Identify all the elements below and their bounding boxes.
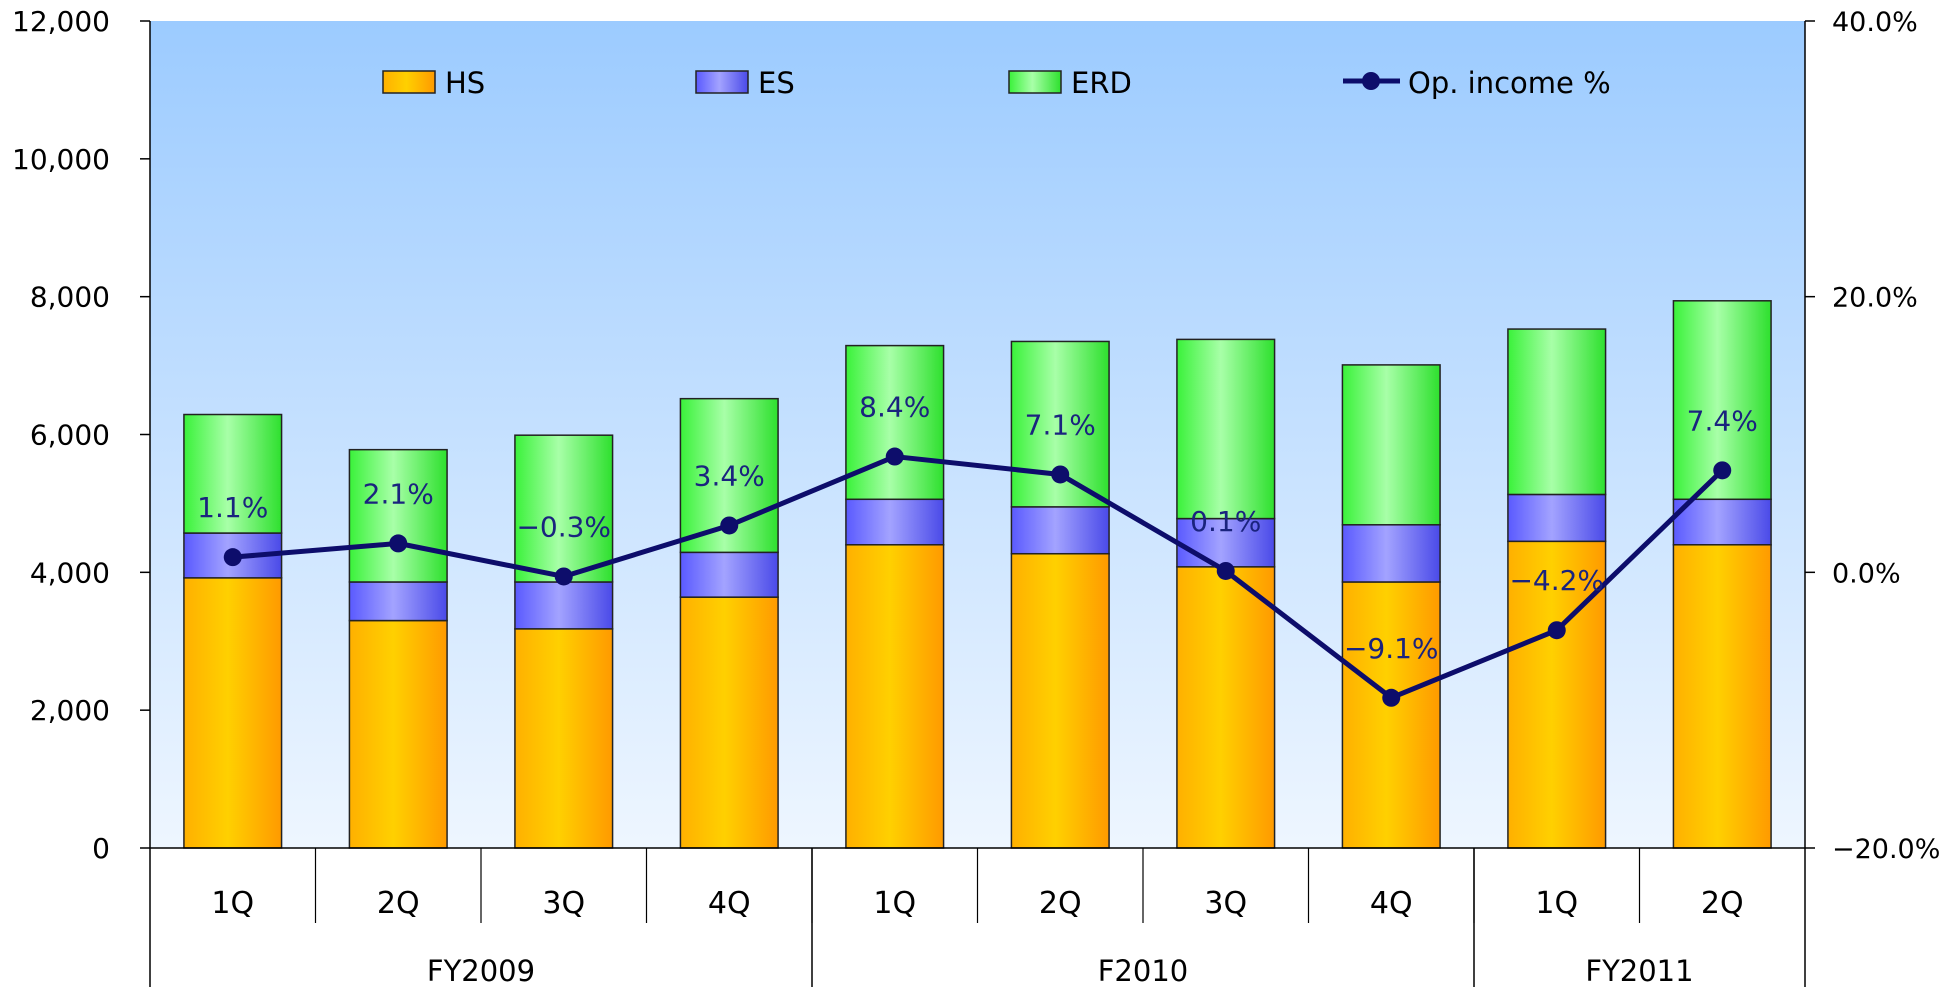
bar-erd-0 xyxy=(183,413,283,534)
bar-es-8 xyxy=(1507,493,1607,543)
left-tick-label: 10,000 xyxy=(12,143,110,176)
bar-es-5 xyxy=(1010,506,1110,555)
bar-erd-4 xyxy=(845,344,945,501)
category-label-0: 1Q xyxy=(211,886,254,921)
axes: 0 2,000 4,000 6,000 8,000 10,000 12,000 −20.0% 0… xyxy=(12,5,1940,987)
right-tick-label: 40.0% xyxy=(1832,7,1918,38)
op-income-label-1: 2.1% xyxy=(363,477,434,510)
group-label-1: F2010 xyxy=(1098,954,1188,987)
legend-label-op-income: Op. income % xyxy=(1408,66,1611,100)
op-income-point-2 xyxy=(554,567,573,586)
right-tick-label: −20.0% xyxy=(1832,834,1940,865)
left-tick-label: 4,000 xyxy=(30,556,110,589)
op-income-point-0 xyxy=(223,548,242,567)
bar-erd-1 xyxy=(348,448,448,583)
group-label-2: FY2011 xyxy=(1585,954,1693,987)
right-tick-label: 0.0% xyxy=(1832,558,1901,589)
op-income-point-7 xyxy=(1382,688,1401,707)
category-label-5: 2Q xyxy=(1039,886,1082,921)
legend-label-es: ES xyxy=(758,66,795,100)
op-income-point-4 xyxy=(885,447,904,466)
op-income-label-5: 7.1% xyxy=(1025,408,1096,441)
bar-es-7 xyxy=(1341,524,1441,583)
bar-hs-0 xyxy=(183,577,283,849)
bar-es-4 xyxy=(845,498,945,546)
legend-swatch-erd xyxy=(1008,70,1062,94)
bar-erd-6 xyxy=(1176,338,1276,520)
bar-hs-6 xyxy=(1176,566,1276,849)
category-label-8: 1Q xyxy=(1535,886,1578,921)
category-label-2: 3Q xyxy=(542,886,585,921)
op-income-point-6 xyxy=(1216,561,1235,580)
data-labels: 1.1% 2.1% −0.3% 3.4% 8.4% 7.1% 0.1% −9.1% −4.2% 7… xyxy=(197,391,1758,665)
bar-hs-3 xyxy=(679,596,779,849)
op-income-label-6: 0.1% xyxy=(1190,505,1261,538)
bar-es-2 xyxy=(514,581,614,630)
legend-swatch-es xyxy=(695,70,749,94)
legend: HS ES ERD Op. income % xyxy=(382,66,1611,100)
op-income-label-0: 1.1% xyxy=(197,491,268,524)
bar-es-3 xyxy=(679,551,779,598)
left-tick-label: 2,000 xyxy=(30,694,110,727)
bar-hs-2 xyxy=(514,628,614,849)
legend-label-erd: ERD xyxy=(1071,66,1132,100)
bar-hs-1 xyxy=(348,619,448,849)
op-income-point-8 xyxy=(1547,621,1566,640)
bar-hs-5 xyxy=(1010,552,1110,849)
op-income-polyline xyxy=(232,454,1724,701)
bar-erd-2 xyxy=(514,434,614,583)
op-income-label-2: −0.3% xyxy=(516,510,611,543)
op-income-label-3: 3.4% xyxy=(694,459,765,492)
category-label-1: 2Q xyxy=(377,886,420,921)
op-income-line xyxy=(223,447,1732,707)
right-tick-label: 20.0% xyxy=(1832,283,1918,314)
bar-hs-9 xyxy=(1672,544,1772,849)
left-tick-label: 0 xyxy=(92,832,110,865)
left-tick-label: 8,000 xyxy=(30,281,110,314)
op-income-label-8: −4.2% xyxy=(1509,564,1604,597)
category-label-4: 1Q xyxy=(873,886,916,921)
left-tick-label: 6,000 xyxy=(30,419,110,452)
op-income-point-9 xyxy=(1713,461,1732,480)
op-income-label-4: 8.4% xyxy=(859,391,930,424)
bar-hs-4 xyxy=(845,544,945,849)
category-label-7: 4Q xyxy=(1370,886,1413,921)
category-label-6: 3Q xyxy=(1204,886,1247,921)
bar-erd-8 xyxy=(1507,328,1607,496)
bar-hs-8 xyxy=(1507,540,1607,849)
bar-erd-7 xyxy=(1341,364,1441,526)
left-tick-label: 12,000 xyxy=(12,5,110,38)
bar-es-1 xyxy=(348,581,448,622)
bar-hs-7 xyxy=(1341,581,1441,849)
legend-marker-op-income xyxy=(1362,72,1380,90)
legend-label-hs: HS xyxy=(445,66,485,100)
group-label-0: FY2009 xyxy=(427,954,535,987)
op-income-point-3 xyxy=(720,516,739,535)
op-income-point-1 xyxy=(389,534,408,553)
legend-swatch-hs xyxy=(382,70,436,94)
category-label-9: 2Q xyxy=(1701,886,1744,921)
category-label-3: 4Q xyxy=(708,886,751,921)
op-income-point-5 xyxy=(1051,465,1070,484)
op-income-label-9: 7.4% xyxy=(1687,404,1758,437)
op-income-label-7: −9.1% xyxy=(1344,632,1439,665)
